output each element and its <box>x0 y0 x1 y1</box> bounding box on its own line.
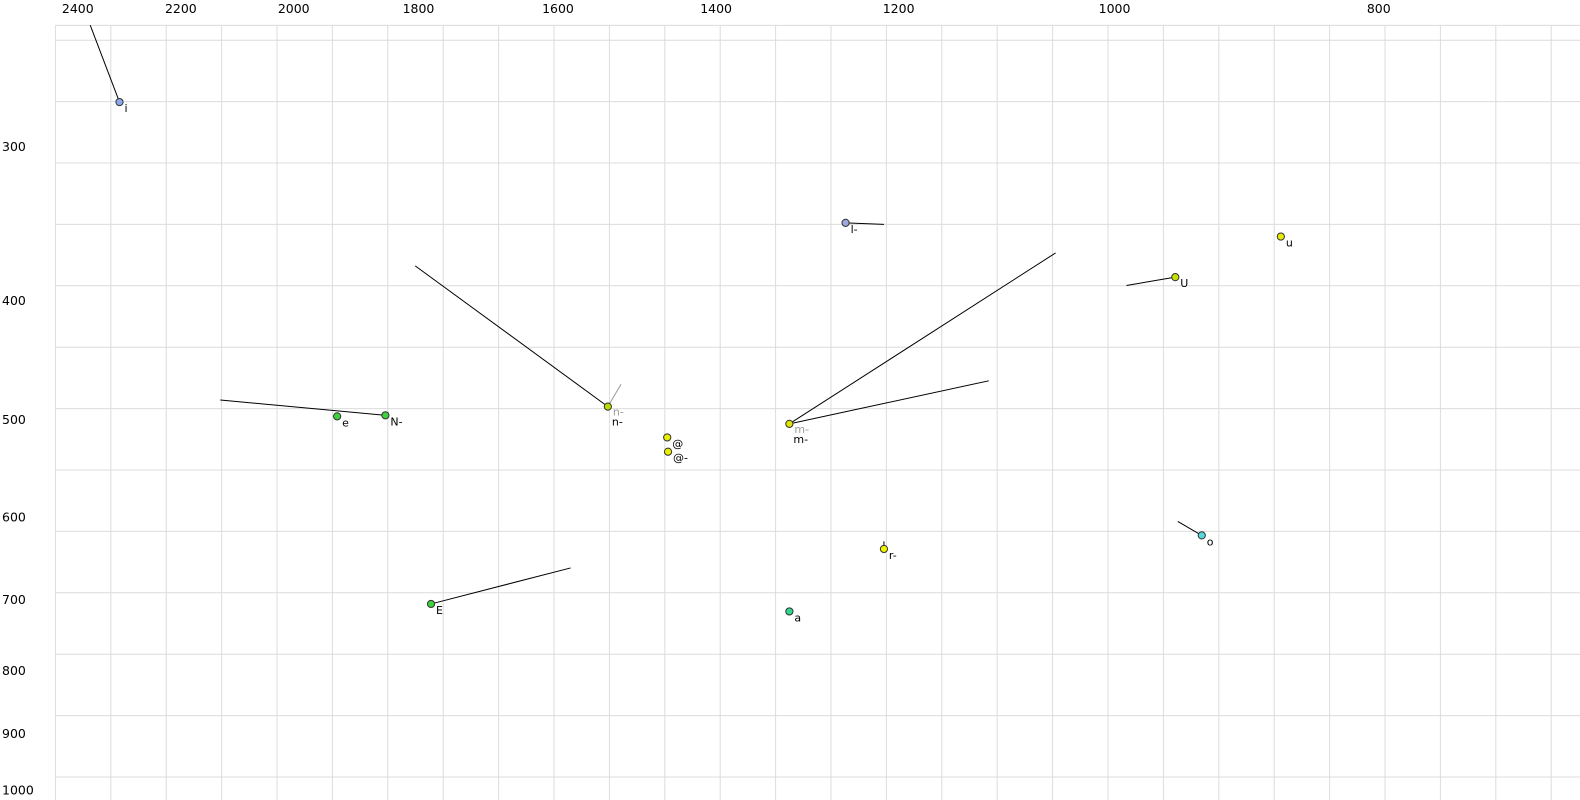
trajectory-line-o <box>1177 521 1203 536</box>
point-label-i: i <box>124 102 127 115</box>
x-axis-tick-label: 1400 <box>700 1 732 16</box>
point-ghost-label-n-: n- <box>613 406 624 419</box>
x-axis-tick-label: 1000 <box>1099 1 1131 16</box>
point-label-m-: m- <box>793 433 808 446</box>
x-axis-tick-label: 2200 <box>165 1 197 16</box>
trajectory-line-m- <box>789 252 1056 425</box>
point-label-o: o <box>1207 535 1214 548</box>
point-label-u: u <box>1286 237 1293 250</box>
point-label-U: U <box>1180 277 1188 290</box>
y-axis-tick-label: 700 <box>2 592 26 607</box>
x-axis-tick-label: 1200 <box>883 1 915 16</box>
trajectory-line-i <box>89 24 120 103</box>
point-U <box>1171 273 1180 282</box>
y-axis-tick-label: 500 <box>2 412 26 427</box>
point-o <box>1197 531 1206 540</box>
point-label-E: E <box>436 604 443 617</box>
point-u <box>1276 232 1285 241</box>
x-axis-tick-label: 2000 <box>278 1 310 16</box>
x-axis-tick-label: 2400 <box>62 1 94 16</box>
y-axis-tick-label: 800 <box>2 663 26 678</box>
y-axis-tick-label: 400 <box>2 293 26 308</box>
point-label-at: @ <box>672 437 683 450</box>
point-ghost-label-m-: m- <box>794 423 809 436</box>
point-label-at-: @- <box>673 452 688 465</box>
point-m- <box>785 419 794 428</box>
point-label-l-: l- <box>851 223 858 236</box>
point-label-N-: N- <box>390 415 402 428</box>
trajectory-line-n- <box>414 265 609 408</box>
trajectory-line-l- <box>845 222 884 225</box>
trajectory-line-n- <box>607 383 622 407</box>
y-axis-tick-label: 300 <box>2 139 26 154</box>
trajectory-line-m- <box>789 380 989 425</box>
point-e <box>333 412 342 421</box>
point-r- <box>879 544 889 554</box>
trajectory-line-N- <box>220 399 386 416</box>
point-i <box>115 97 124 107</box>
point-label-r-: r- <box>889 549 897 562</box>
point-E <box>426 599 436 609</box>
point-a <box>785 607 794 616</box>
trajectory-line-U <box>1126 276 1176 286</box>
y-axis-tick-label: 600 <box>2 509 26 524</box>
point-N- <box>381 411 390 420</box>
x-axis-tick-label: 1600 <box>542 1 574 16</box>
point-label-e: e <box>342 416 349 429</box>
point-label-n-: n- <box>612 416 623 429</box>
y-axis-tick-label: 900 <box>2 726 26 741</box>
point-at <box>663 433 672 442</box>
y-axis-tick-label: 1000 <box>2 782 34 797</box>
x-axis-tick-label: 1800 <box>403 1 435 16</box>
x-axis-tick-label: 800 <box>1367 1 1391 16</box>
trajectory-line-E <box>430 567 571 605</box>
point-n- <box>603 402 612 411</box>
point-at- <box>663 447 673 456</box>
point-l- <box>841 218 850 227</box>
point-label-a: a <box>794 611 801 624</box>
